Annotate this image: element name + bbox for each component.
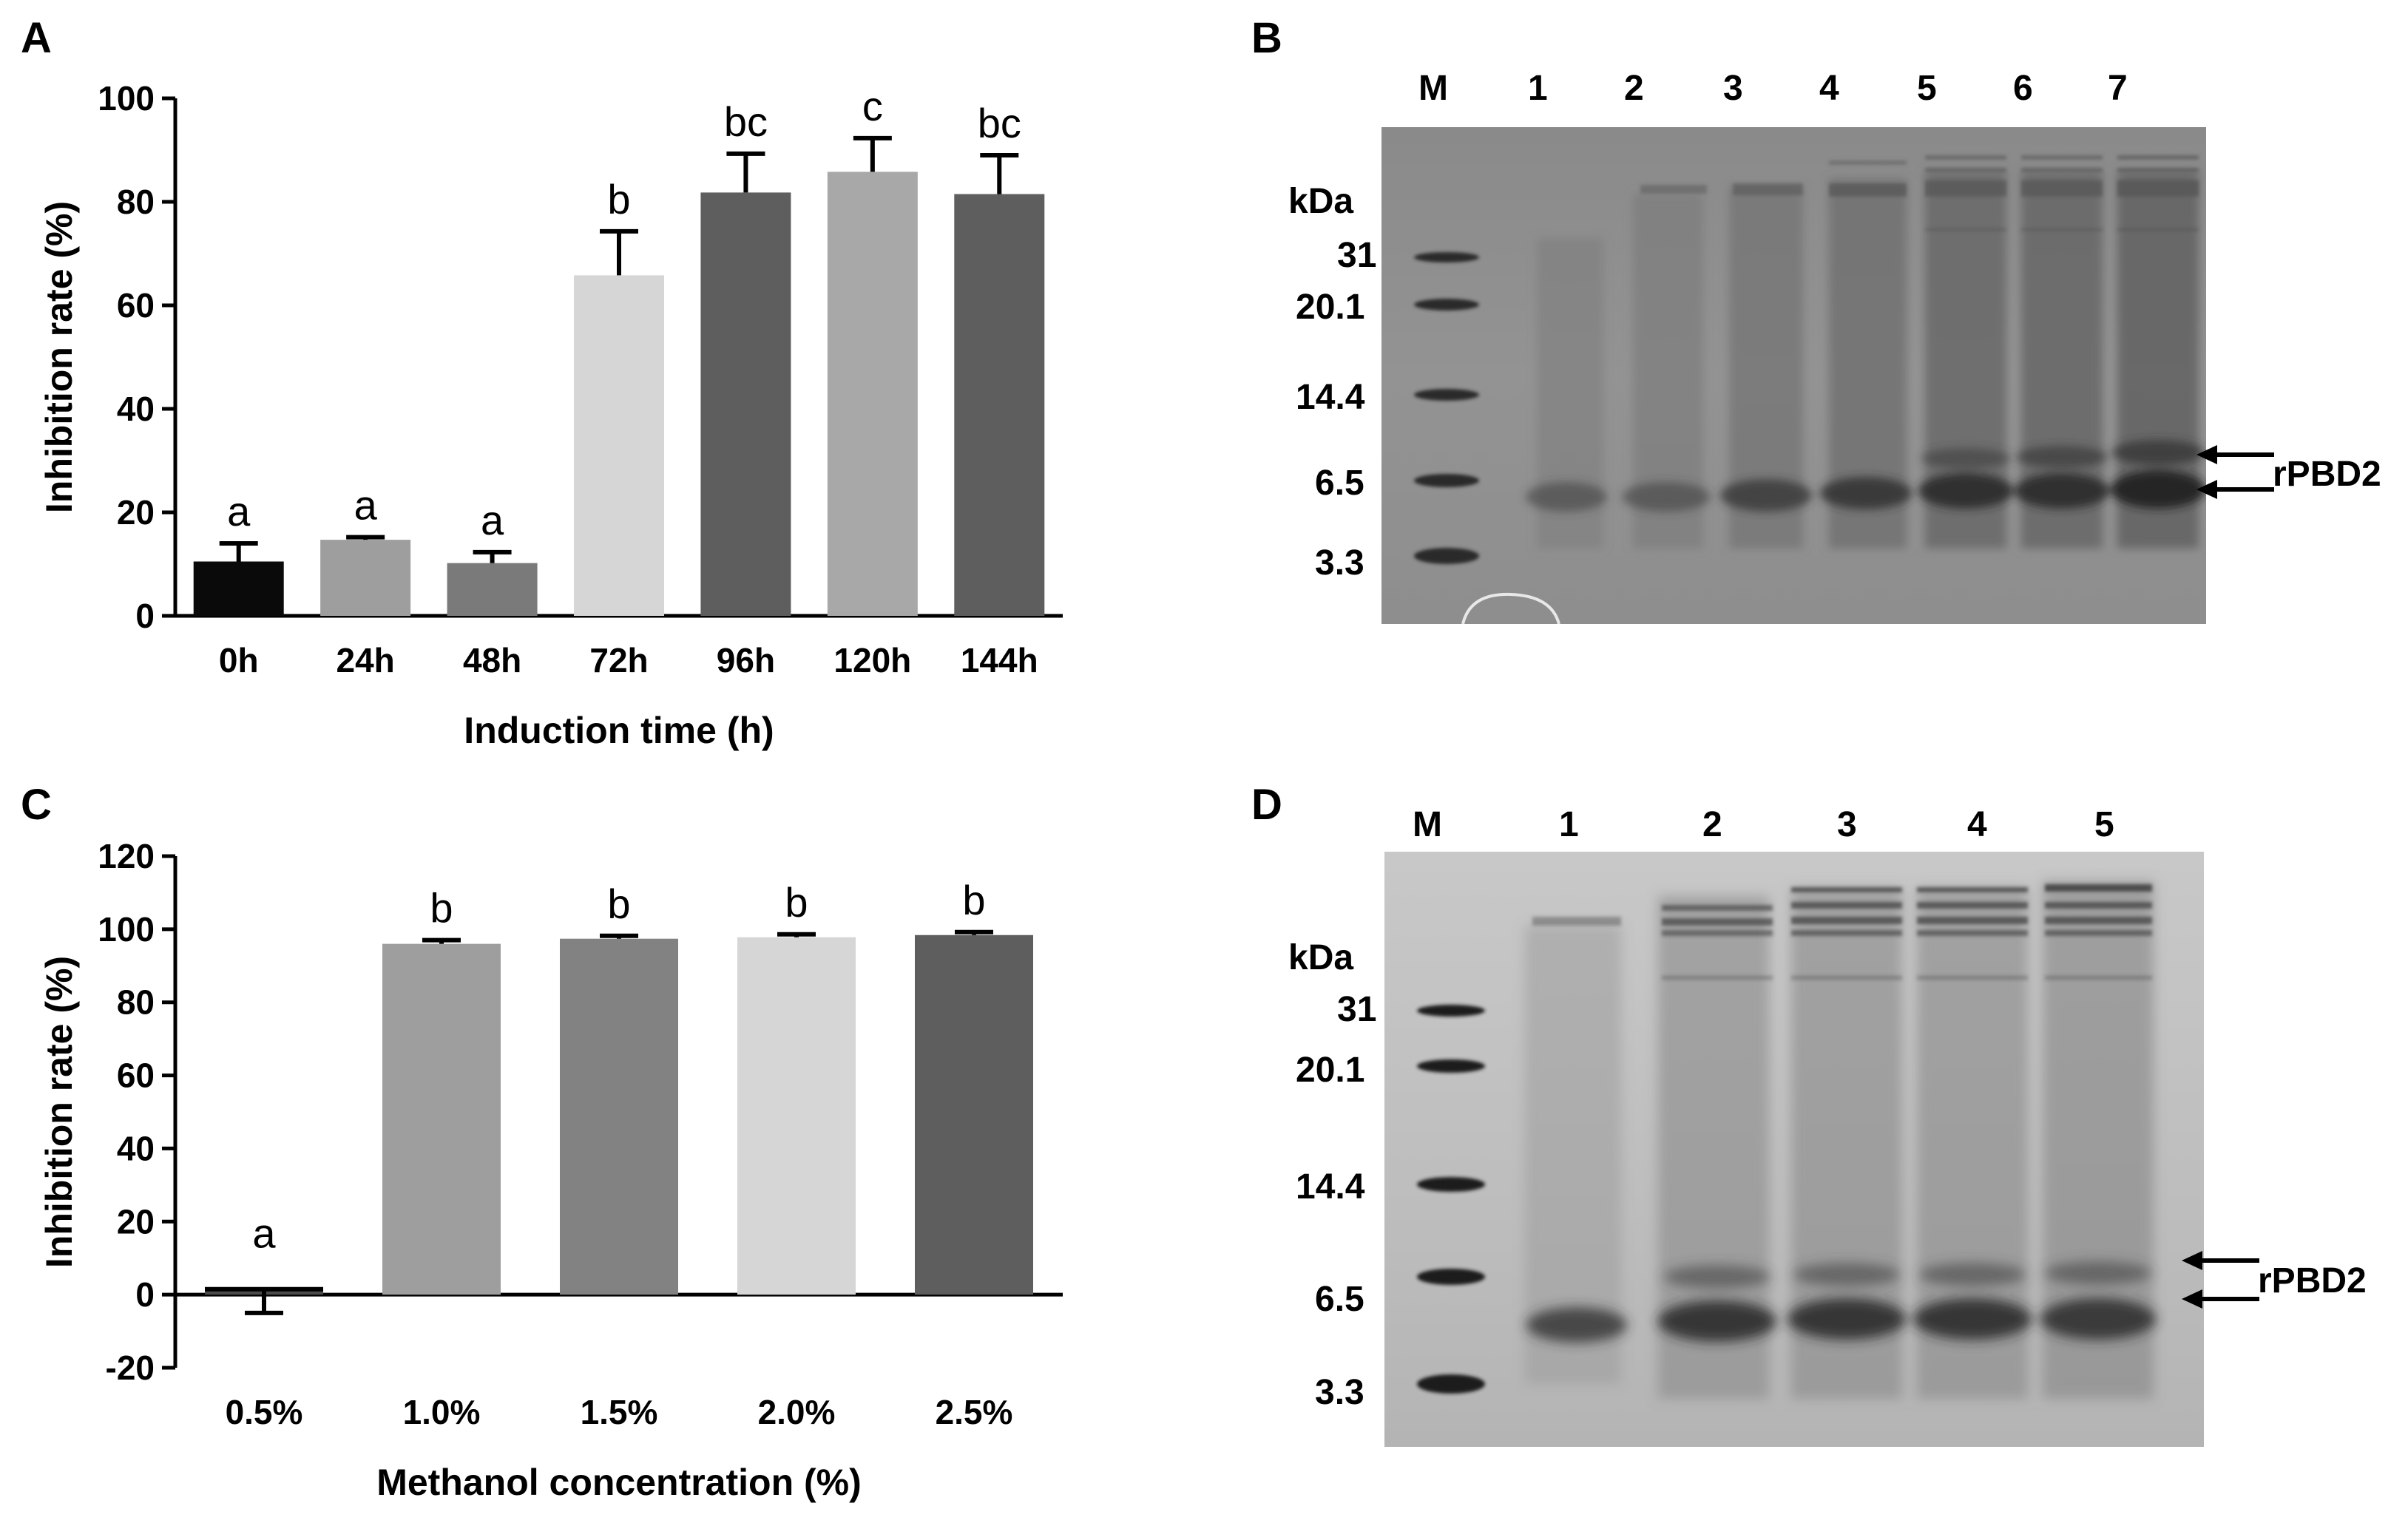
- chart-a-bar-6: [954, 194, 1045, 616]
- gel-d-image: [1384, 852, 2204, 1447]
- gel-d-arrows: [2182, 1251, 2259, 1309]
- chart-c-bar-3: [737, 937, 856, 1295]
- gel-d-marker-14-4: 14.4: [1296, 1167, 1365, 1207]
- panel-label-c: C: [21, 781, 52, 829]
- chart-c-sig-letter-3: b: [785, 879, 808, 926]
- gel-d-lane-label-1: 1: [1559, 805, 1579, 844]
- gel-d-arrowhead-upper: [2182, 1251, 2202, 1270]
- chart-a-sig-letter-6: bc: [978, 100, 1021, 146]
- gel-d-marker-31: 31: [1337, 990, 1377, 1029]
- chart-c-x-axis-title: Methanol concentration (%): [376, 1462, 862, 1503]
- chart-c-y-axis-title: Inhibition rate (%): [38, 956, 80, 1268]
- gel-b-arrowhead-upper: [2196, 445, 2217, 464]
- chart-a-y-tick-label-0: 0: [135, 597, 155, 635]
- chart-c-x-tick-label-4: 2.5%: [936, 1393, 1013, 1431]
- chart-a-sig-letter-1: a: [354, 482, 378, 529]
- chart-a-y-tick-label-2: 40: [117, 390, 155, 428]
- chart-a-y-tick-label-4: 80: [117, 183, 155, 221]
- gel-d-marker-20-1: 20.1: [1296, 1051, 1365, 1090]
- chart-c-y-tick-label-5: 80: [117, 983, 155, 1022]
- gel-b-lane-label-5: 5: [1917, 69, 1937, 108]
- gel-b-lane-label-6: 6: [2013, 69, 2033, 108]
- chart-a-x-tick-label-0: 0h: [219, 641, 259, 679]
- chart-c-y-tick-label-0: -20: [106, 1349, 155, 1387]
- chart-c-x-tick-label-2: 1.5%: [581, 1393, 658, 1431]
- gel-b-lane-label-2: 2: [1624, 69, 1644, 108]
- chart-a-bar-5: [827, 172, 918, 616]
- gel-b-marker-6-5: 6.5: [1315, 464, 1364, 503]
- gel-b-marker-31: 31: [1337, 236, 1377, 275]
- gel-b-target-label: rPBD2: [2273, 455, 2381, 494]
- gel-b-lane-label-m: M: [1418, 69, 1448, 108]
- chart-c-x-tick-label-0: 0.5%: [226, 1393, 303, 1431]
- gel-d-marker-6-5: 6.5: [1315, 1280, 1364, 1319]
- chart-c-y-tick-label-4: 60: [117, 1056, 155, 1095]
- chart-c-bar-1: [382, 943, 501, 1295]
- chart-c-sig-letter-2: b: [607, 881, 630, 927]
- chart-a-sig-letter-0: a: [227, 488, 251, 535]
- gel-d-unit-label: kDa: [1288, 938, 1354, 977]
- chart-a-sig-letter-5: c: [862, 83, 883, 129]
- chart-a-bar-4: [700, 192, 791, 616]
- gel-d-marker-3-3: 3.3: [1315, 1373, 1364, 1412]
- gel-d-arrowhead-lower: [2182, 1289, 2202, 1309]
- gel-b-marker-20-1: 20.1: [1296, 288, 1365, 327]
- gel-b-marker-14-4: 14.4: [1296, 378, 1365, 417]
- chart-methanol-concentration: -20 0 20 40 60 80 100 120 Inhibition rate (%) a 0.…: [38, 837, 1063, 1503]
- chart-a-sig-letter-3: b: [607, 176, 630, 223]
- chart-a-sig-letter-2: a: [481, 497, 504, 543]
- chart-a-x-tick-label-2: 48h: [463, 641, 521, 679]
- chart-a-bar-1: [320, 540, 411, 616]
- gel-d-target-label: rPBD2: [2258, 1261, 2367, 1300]
- chart-a-y-tick-label-5: 100: [98, 79, 155, 118]
- chart-a-y-tick-label-3: 60: [117, 286, 155, 325]
- chart-c-y-tick-label-7: 120: [98, 837, 155, 875]
- chart-a-y-tick-label-1: 20: [117, 493, 155, 532]
- chart-c-y-tick-label-1: 0: [135, 1275, 155, 1314]
- chart-a-sig-letter-4: bc: [724, 98, 768, 145]
- chart-c-y-tick-label-3: 40: [117, 1129, 155, 1167]
- chart-a-x-tick-label-6: 144h: [961, 641, 1038, 679]
- gel-b-arrows: [2196, 445, 2274, 499]
- gel-b-lane-label-3: 3: [1723, 69, 1743, 108]
- chart-c-y-tick-label-6: 100: [98, 910, 155, 949]
- chart-a-x-axis-title: Induction time (h): [464, 710, 774, 751]
- chart-c-x-tick-label-3: 2.0%: [758, 1393, 836, 1431]
- chart-a-bar-0: [193, 561, 284, 616]
- chart-c-sig-letter-4: b: [962, 877, 985, 923]
- chart-a-x-tick-label-5: 120h: [833, 641, 911, 679]
- gel-b-lane-label-7: 7: [2108, 69, 2128, 108]
- gel-b-unit-label: kDa: [1288, 182, 1354, 221]
- gel-d-lane-label-m: M: [1413, 805, 1442, 844]
- chart-c-sig-letter-0: a: [252, 1210, 276, 1257]
- gel-b-lane-label-1: 1: [1528, 69, 1548, 108]
- gel-d-lane-label-4: 4: [1967, 805, 1987, 844]
- gel-b-marker-3-3: 3.3: [1315, 543, 1364, 583]
- chart-a-y-axis-title: Inhibition rate (%): [38, 201, 80, 513]
- chart-c-bar-4: [915, 935, 1033, 1295]
- chart-c-sig-letter-1: b: [430, 885, 453, 932]
- chart-a-x-tick-label-1: 24h: [336, 641, 395, 679]
- gel-b-image: [1381, 127, 2206, 624]
- chart-a-x-tick-label-4: 96h: [717, 641, 775, 679]
- panel-label-d: D: [1251, 781, 1282, 829]
- chart-c-bar-2: [560, 938, 678, 1295]
- gel-b-lane-label-4: 4: [1819, 69, 1839, 108]
- gel-d-lane-label-5: 5: [2094, 805, 2114, 844]
- gel-d-lane-label-3: 3: [1837, 805, 1857, 844]
- chart-a-bar-3: [574, 275, 664, 616]
- chart-a-bar-2: [447, 563, 538, 616]
- panel-label-a: A: [21, 14, 52, 62]
- chart-induction-time: 0 20 40 60 80 100 Inhibition rate (%) a 0h a 24h a 4…: [38, 79, 1063, 751]
- gel-b-arrowhead-lower: [2196, 480, 2217, 499]
- chart-c-x-tick-label-1: 1.0%: [403, 1393, 481, 1431]
- gel-d-lane-label-2: 2: [1702, 805, 1722, 844]
- chart-c-y-tick-label-2: 20: [117, 1202, 155, 1241]
- panel-label-b: B: [1251, 14, 1282, 62]
- chart-a-x-tick-label-3: 72h: [589, 641, 648, 679]
